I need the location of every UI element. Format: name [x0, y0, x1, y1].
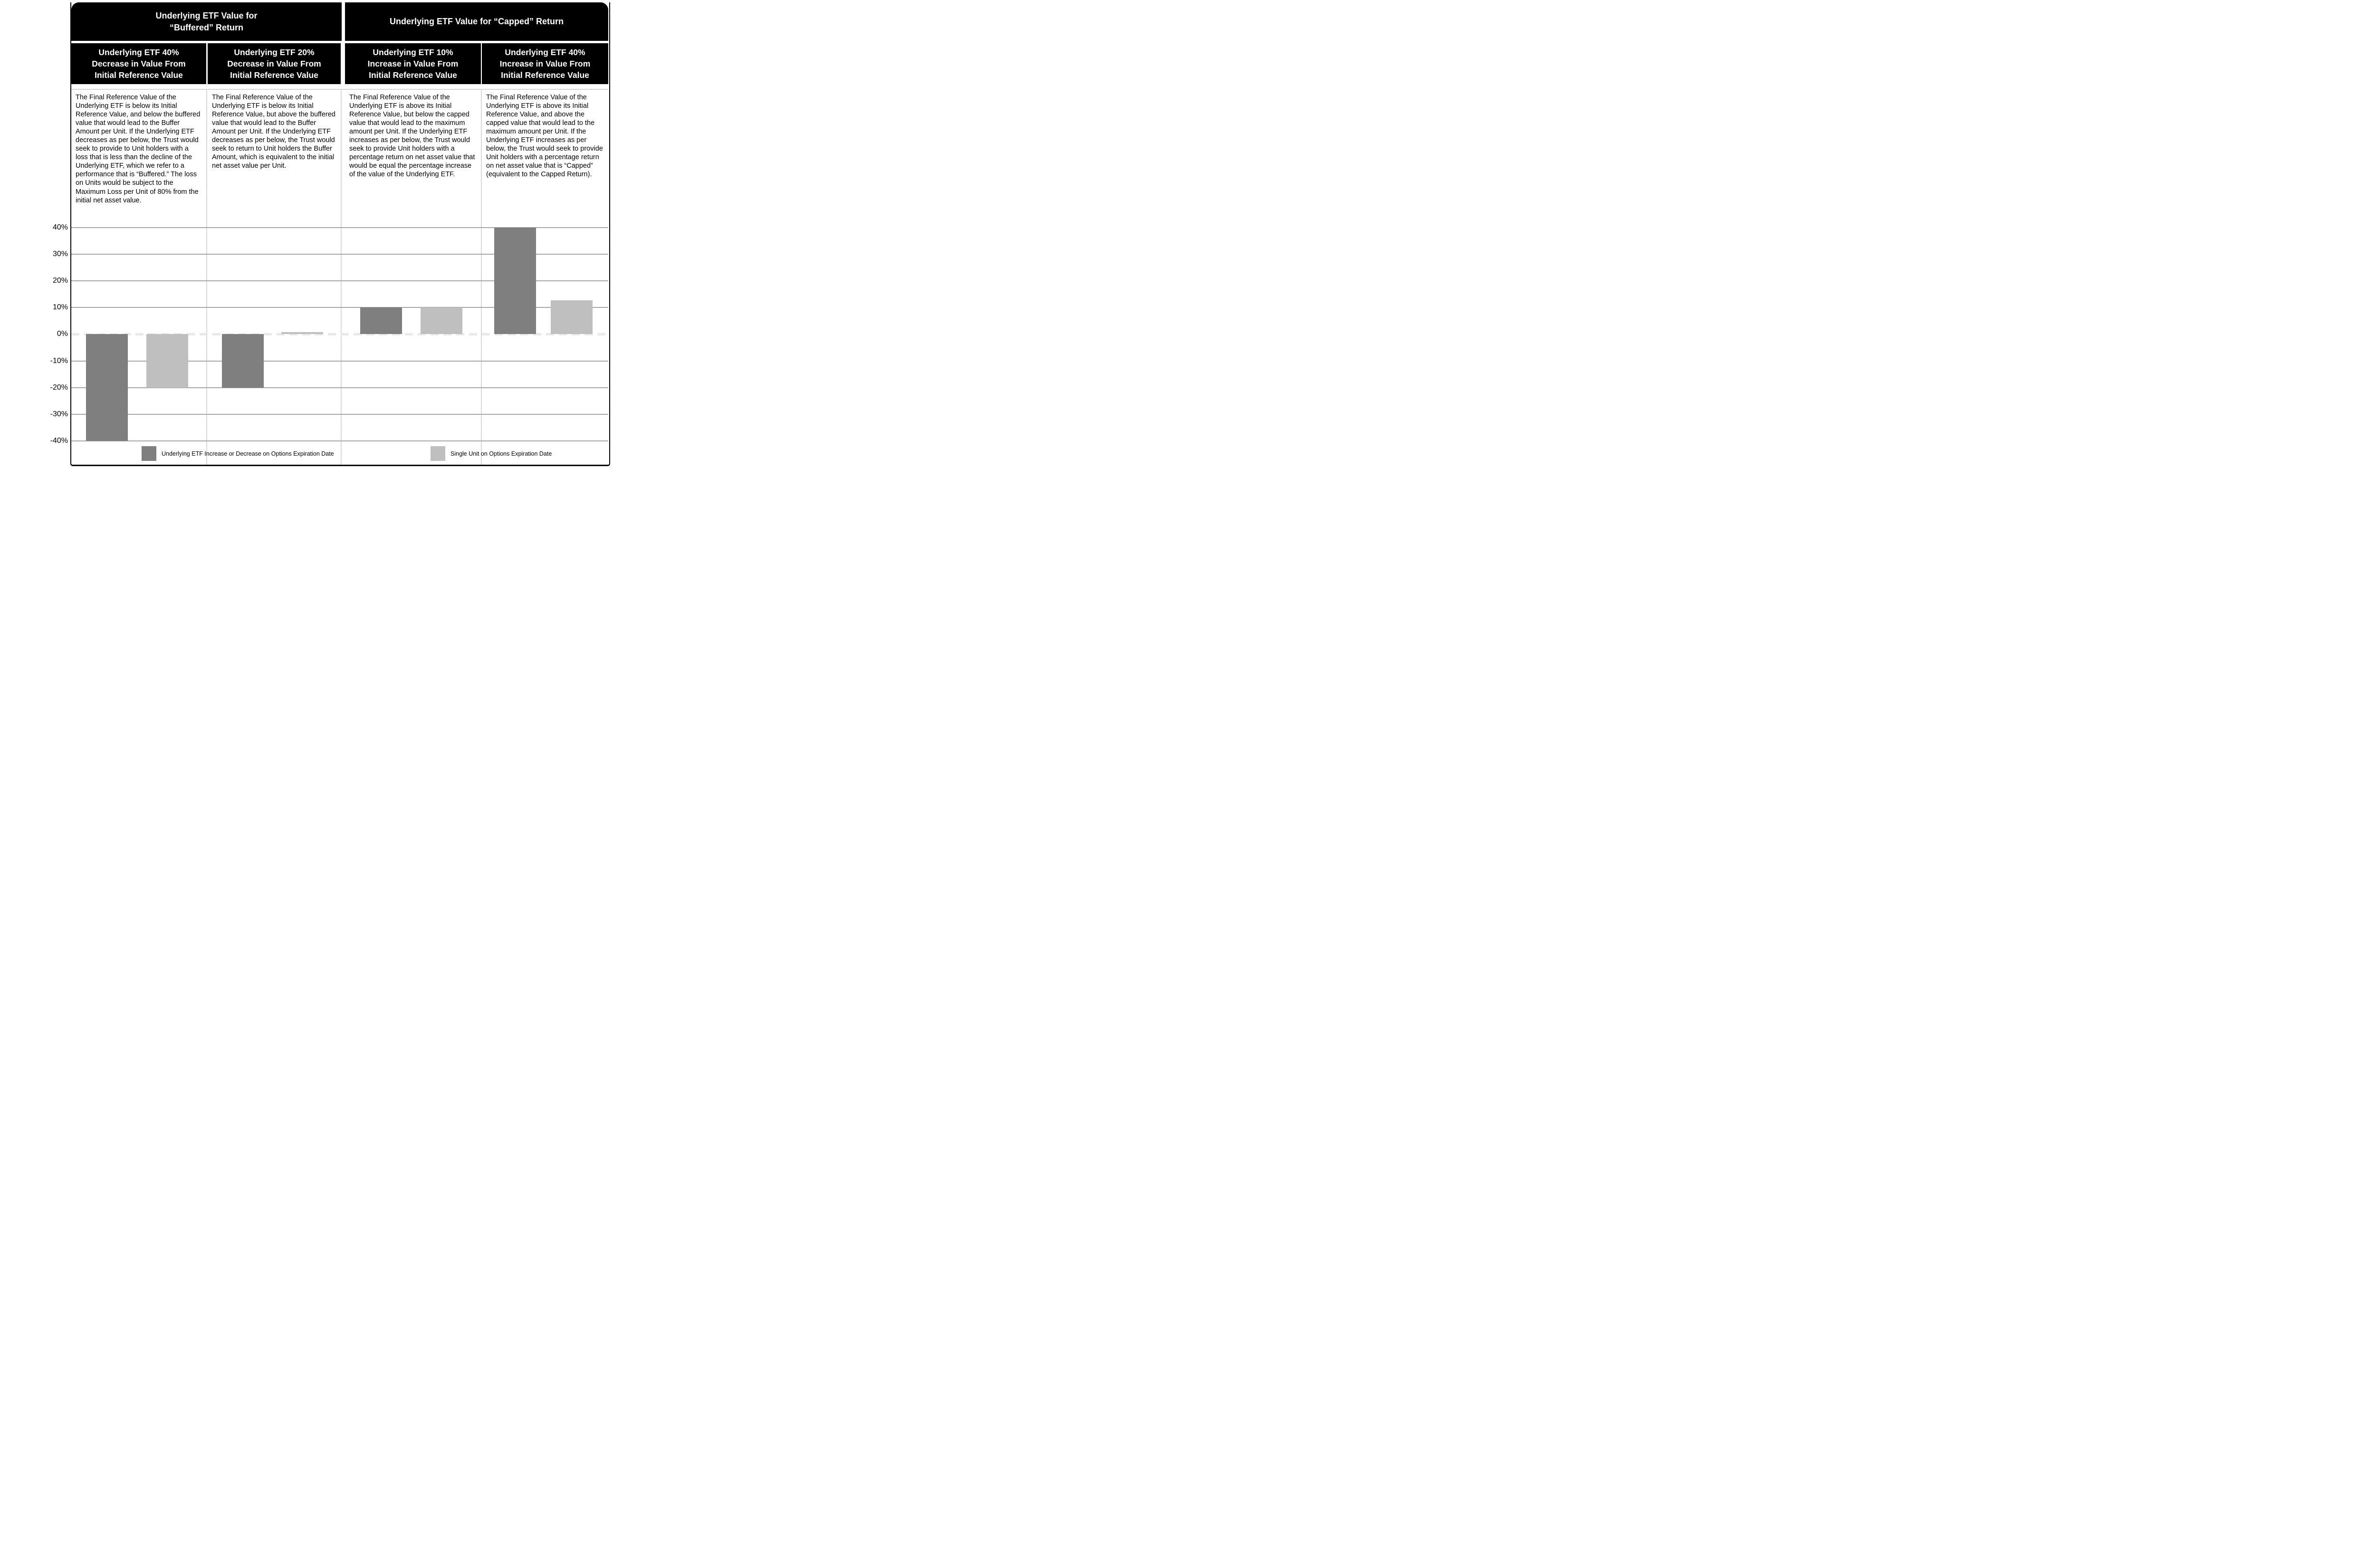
- chart-bar-etf-category-1: [86, 334, 128, 441]
- column-header-20pct-decrease: Underlying ETF 20% Decrease in Value Fro…: [208, 43, 341, 84]
- chart-bar-etf-category-4: [494, 227, 537, 335]
- description-cell-capped-40-increase: The Final Reference Value of the Underly…: [486, 94, 603, 179]
- chart-bar-unit-category-4: [550, 300, 593, 335]
- chart-bar-unit-category-1: [146, 334, 188, 388]
- y-axis-tick-label: 0%: [57, 330, 68, 338]
- legend-item-single-unit: Single Unit on Options Expiration Date: [431, 446, 552, 461]
- y-axis-tick-label: 20%: [52, 277, 68, 285]
- legend-label: Underlying ETF Increase or Decrease on O…: [162, 450, 334, 457]
- column-divider: [481, 89, 482, 465]
- gridline: [71, 440, 608, 441]
- header-bottom-divider: [71, 89, 608, 90]
- gridline: [71, 387, 608, 388]
- column-divider: [341, 89, 342, 465]
- legend-swatch-light-gray: [431, 446, 445, 461]
- chart-bar-unit-category-3: [421, 307, 463, 335]
- chart-bar-etf-category-3: [360, 307, 402, 335]
- column-header-40pct-decrease: Underlying ETF 40% Decrease in Value Fro…: [71, 43, 206, 84]
- gridline: [71, 253, 608, 255]
- y-axis-tick-label: -30%: [50, 410, 68, 418]
- y-axis-tick-label: -20%: [50, 383, 68, 392]
- description-cell-capped-10-increase: The Final Reference Value of the Underly…: [349, 94, 475, 179]
- y-axis-tick-label: -40%: [50, 437, 68, 445]
- description-cell-buffered-20-decrease: The Final Reference Value of the Underly…: [212, 94, 335, 170]
- column-divider: [206, 89, 207, 465]
- group-header-capped: Underlying ETF Value for “Capped” Return: [345, 2, 608, 41]
- zero-gridline-dashed: [71, 333, 608, 335]
- column-header-40pct-increase: Underlying ETF 40% Increase in Value Fro…: [482, 43, 608, 84]
- description-cell-buffered-40-decrease: The Final Reference Value of the Underly…: [76, 94, 201, 204]
- group-header-buffered: Underlying ETF Value for “Buffered” Retu…: [71, 2, 342, 41]
- figure-canvas: Underlying ETF Value for “Buffered” Retu…: [0, 0, 734, 475]
- gridline: [71, 227, 608, 228]
- gridline: [71, 360, 608, 362]
- y-axis-tick-label: 40%: [52, 223, 68, 231]
- y-axis-tick-label: -10%: [50, 356, 68, 365]
- chart-bar-unit-category-2: [281, 332, 323, 335]
- legend-swatch-dark-gray: [142, 446, 156, 461]
- gridline: [71, 307, 608, 308]
- legend-label: Single Unit on Options Expiration Date: [450, 450, 552, 457]
- y-axis-tick-label: 10%: [52, 303, 68, 312]
- gridline: [71, 413, 608, 415]
- legend-item-underlying-etf: Underlying ETF Increase or Decrease on O…: [142, 446, 334, 461]
- column-header-10pct-increase: Underlying ETF 10% Increase in Value Fro…: [345, 43, 481, 84]
- y-axis-tick-label: 30%: [52, 249, 68, 258]
- bar-chart-area: 40% 30% 20% 10% 0% -10% -20% -30% -40%: [0, 0, 734, 475]
- gridline: [71, 280, 608, 282]
- chart-bar-etf-category-2: [222, 334, 264, 388]
